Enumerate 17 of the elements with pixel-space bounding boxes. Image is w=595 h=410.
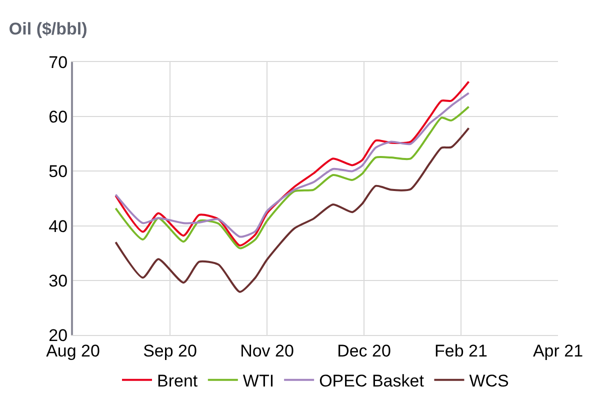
y-tick-label: 60: [48, 108, 68, 127]
legend-label: WTI: [242, 371, 274, 390]
x-tick-label: Apr 21: [532, 341, 584, 360]
legend-label: Brent: [157, 371, 198, 390]
x-tick-label: Feb 21: [434, 341, 488, 360]
x-tick-label: Dec 20: [337, 341, 391, 360]
y-tick-label: 40: [48, 216, 68, 236]
x-tick-label: Nov 20: [240, 341, 294, 360]
line-series: [114, 106, 470, 250]
y-tick-label: 70: [48, 52, 68, 72]
legend-label: WCS: [469, 371, 509, 390]
chart-title: Oil ($/bbl): [8, 19, 88, 38]
line-series: [114, 127, 470, 293]
y-tick-label: 30: [48, 271, 68, 290]
x-tick-label: Sep 20: [143, 341, 197, 360]
legend-label: OPEC Basket: [319, 371, 424, 390]
y-tick-label: 50: [48, 162, 68, 182]
